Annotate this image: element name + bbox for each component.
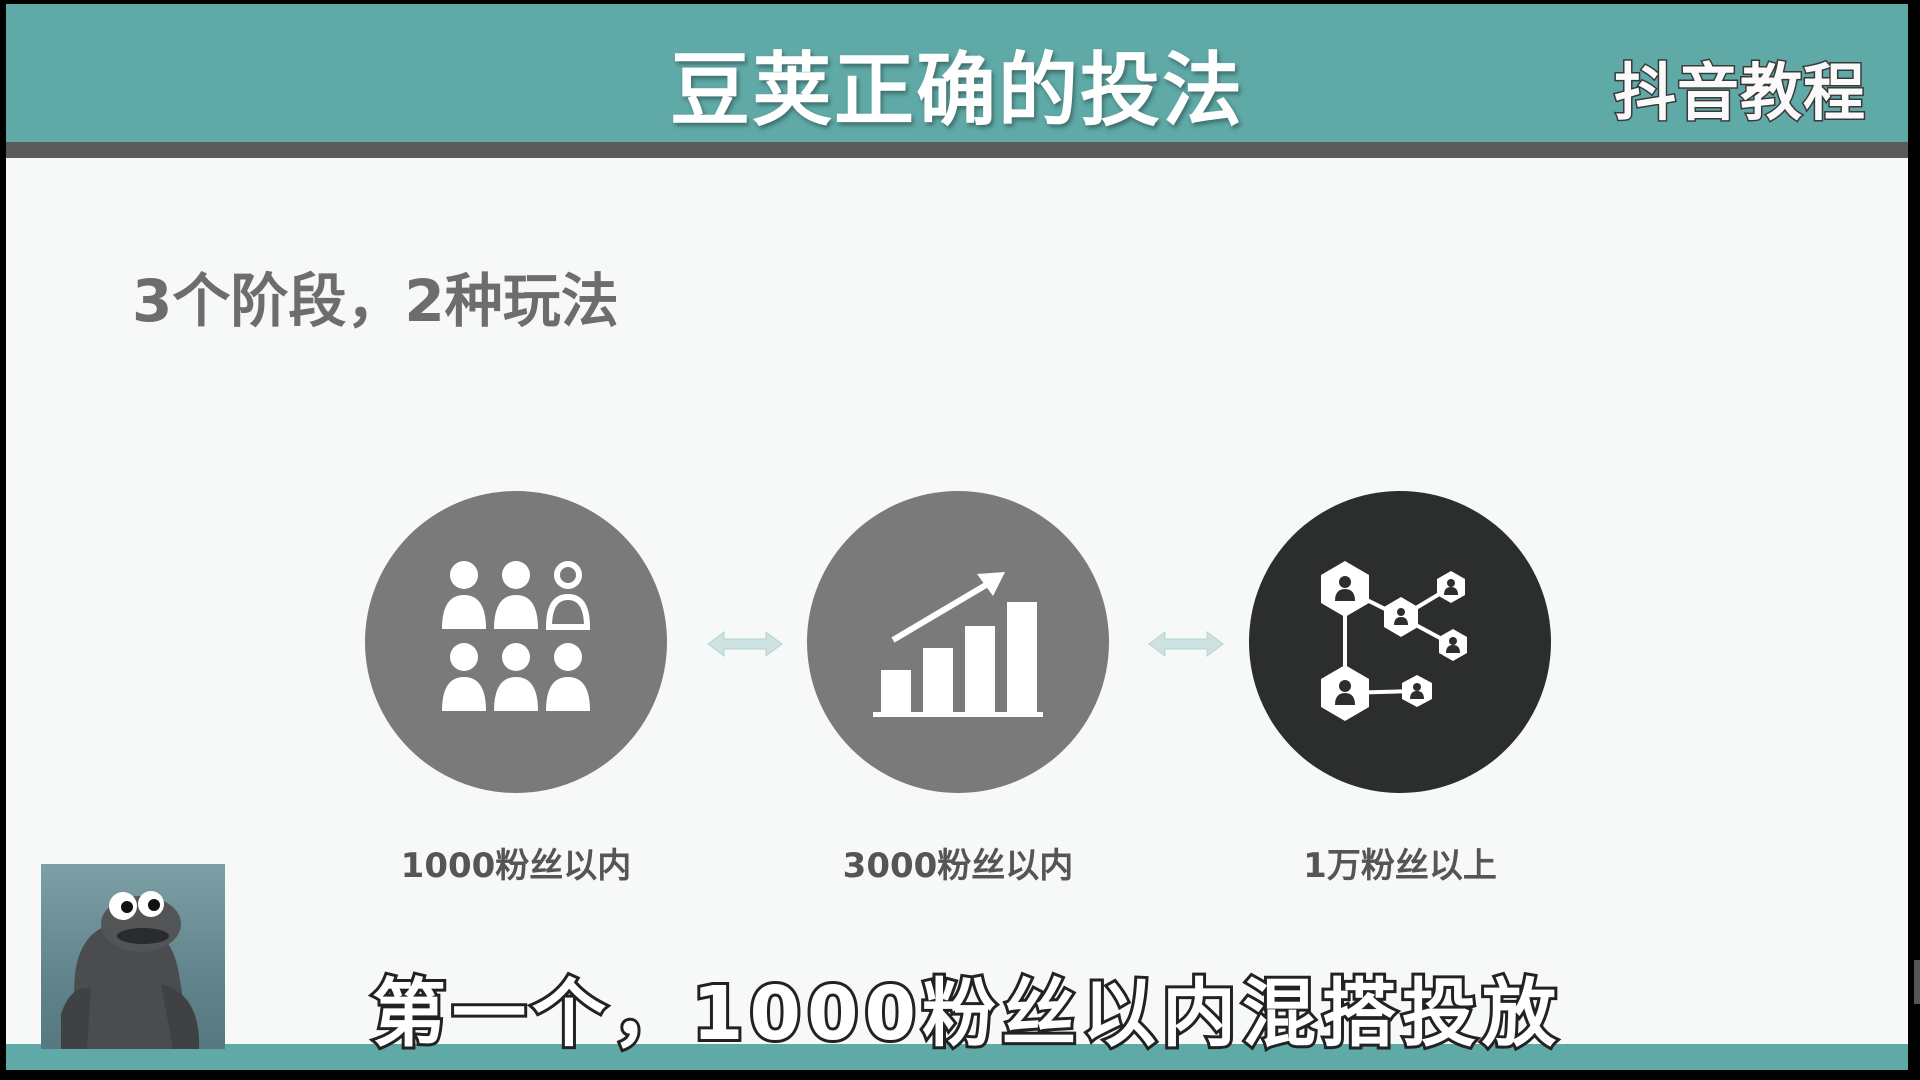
stage-2-label: 3000粉丝以内 [842, 846, 1074, 886]
section-subtitle: 3个阶段，2种玩法 [132, 267, 619, 335]
stage-3-circle [1249, 491, 1551, 793]
header-divider [6, 142, 1908, 158]
header-banner: 豆荚正确的投法 抖音教程 [6, 4, 1908, 142]
stage-1-circle [365, 491, 667, 793]
double-arrow-icon [1148, 631, 1224, 657]
double-arrow-icon [707, 631, 783, 657]
slide: 豆荚正确的投法 抖音教程 3个阶段，2种玩法 [6, 4, 1908, 1070]
footer-band [6, 1044, 1908, 1070]
stage-2-circle [807, 491, 1109, 793]
page-title: 豆荚正确的投法 [670, 44, 1244, 137]
mascot-image [41, 864, 225, 1049]
stage-3-label: 1万粉丝以上 [1303, 846, 1497, 886]
people-group-icon [442, 561, 591, 711]
network-icon [1321, 561, 1467, 721]
mascot-figure [61, 891, 200, 1049]
brand-watermark: 抖音教程 [1612, 55, 1866, 131]
video-caption: 第一个，1000粉丝以内混搭投放 [369, 968, 1562, 1060]
scrollbar-thumb[interactable] [1914, 960, 1920, 1004]
growth-chart-icon [873, 572, 1043, 717]
stage-1-label: 1000粉丝以内 [400, 846, 632, 886]
